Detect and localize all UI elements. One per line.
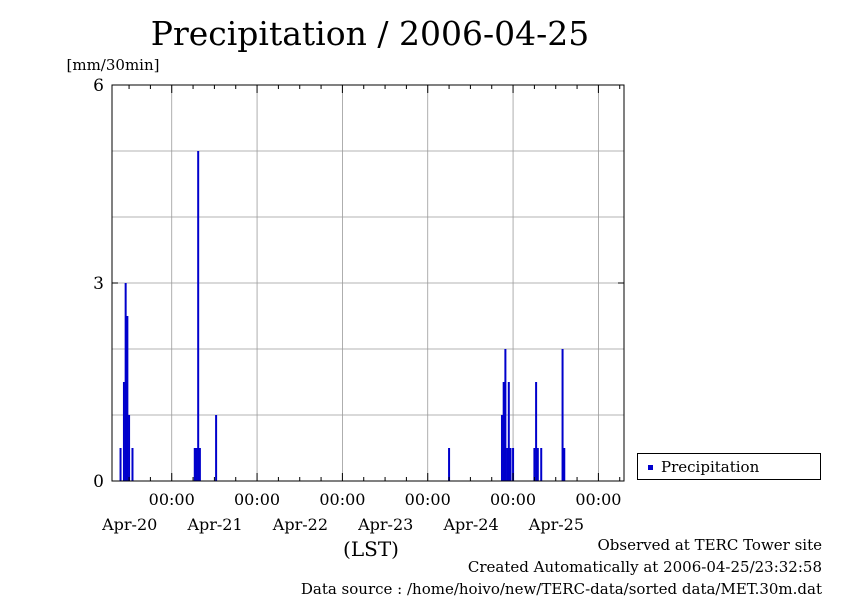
x-tick-time-label: 00:00 <box>234 490 280 509</box>
precip-bar <box>502 382 505 481</box>
precip-bar <box>131 448 134 481</box>
precip-bar <box>215 415 218 481</box>
precip-bar <box>126 316 129 481</box>
precip-bar <box>500 415 503 481</box>
x-tick-date-label: Apr-21 <box>186 515 242 534</box>
x-tick-date-label: Apr-20 <box>101 515 157 534</box>
precip-bar <box>535 382 538 481</box>
precip-bar <box>507 382 510 481</box>
precip-bar <box>536 448 539 481</box>
footer-source: Data source : /home/hoivo/new/TERC-data/… <box>300 580 822 598</box>
precip-bar <box>119 448 122 481</box>
y-tick-label: 3 <box>93 274 104 294</box>
x-tick-time-label: 00:00 <box>405 490 451 509</box>
x-tick-date-label: Apr-25 <box>528 515 584 534</box>
precip-bar <box>195 448 198 481</box>
legend-label: Precipitation <box>661 458 760 476</box>
precip-bar <box>128 415 131 481</box>
y-tick-label: 6 <box>93 76 104 96</box>
precip-bar <box>509 448 512 481</box>
x-tick-time-label: 00:00 <box>490 490 536 509</box>
axes <box>111 84 625 482</box>
precip-bar <box>563 448 566 481</box>
precip-bar <box>540 448 543 481</box>
x-tick-date-label: Apr-22 <box>272 515 328 534</box>
precip-bar <box>124 283 127 481</box>
x-tick-date-label: Apr-24 <box>442 515 498 534</box>
precip-bar <box>504 349 507 481</box>
precip-bar <box>198 448 201 481</box>
precip-bar <box>448 448 451 481</box>
precip-bar <box>561 349 564 481</box>
x-tick-time-label: 00:00 <box>149 490 195 509</box>
y-tick-label: 0 <box>93 472 104 492</box>
tick-labels: 0 3 6 [mm/30min] 00:00 Apr-20 00:00 Apr-21 00:00… <box>67 56 622 534</box>
x-axis-label: (LST) <box>343 537 399 561</box>
precip-bar <box>533 448 536 481</box>
footer-created: Created Automatically at 2006-04-25/23:3… <box>467 558 822 576</box>
precipitation-bars <box>119 151 566 481</box>
legend-swatch <box>648 465 653 470</box>
precip-bar <box>197 151 200 481</box>
x-tick-time-label: 00:00 <box>319 490 365 509</box>
precip-bar <box>122 382 125 481</box>
footer-site: Observed at TERC Tower site <box>597 536 822 554</box>
x-tick-date-label: Apr-23 <box>357 515 413 534</box>
x-tick-time-label: 00:00 <box>575 490 621 509</box>
legend: Precipitation <box>637 453 821 480</box>
y-axis-label: [mm/30min] <box>67 56 160 74</box>
chart-title: Precipitation / 2006-04-25 <box>150 14 590 53</box>
precip-bar <box>512 448 515 481</box>
precip-bar <box>506 448 509 481</box>
precip-bar <box>193 448 196 481</box>
grid-lines <box>112 85 624 481</box>
